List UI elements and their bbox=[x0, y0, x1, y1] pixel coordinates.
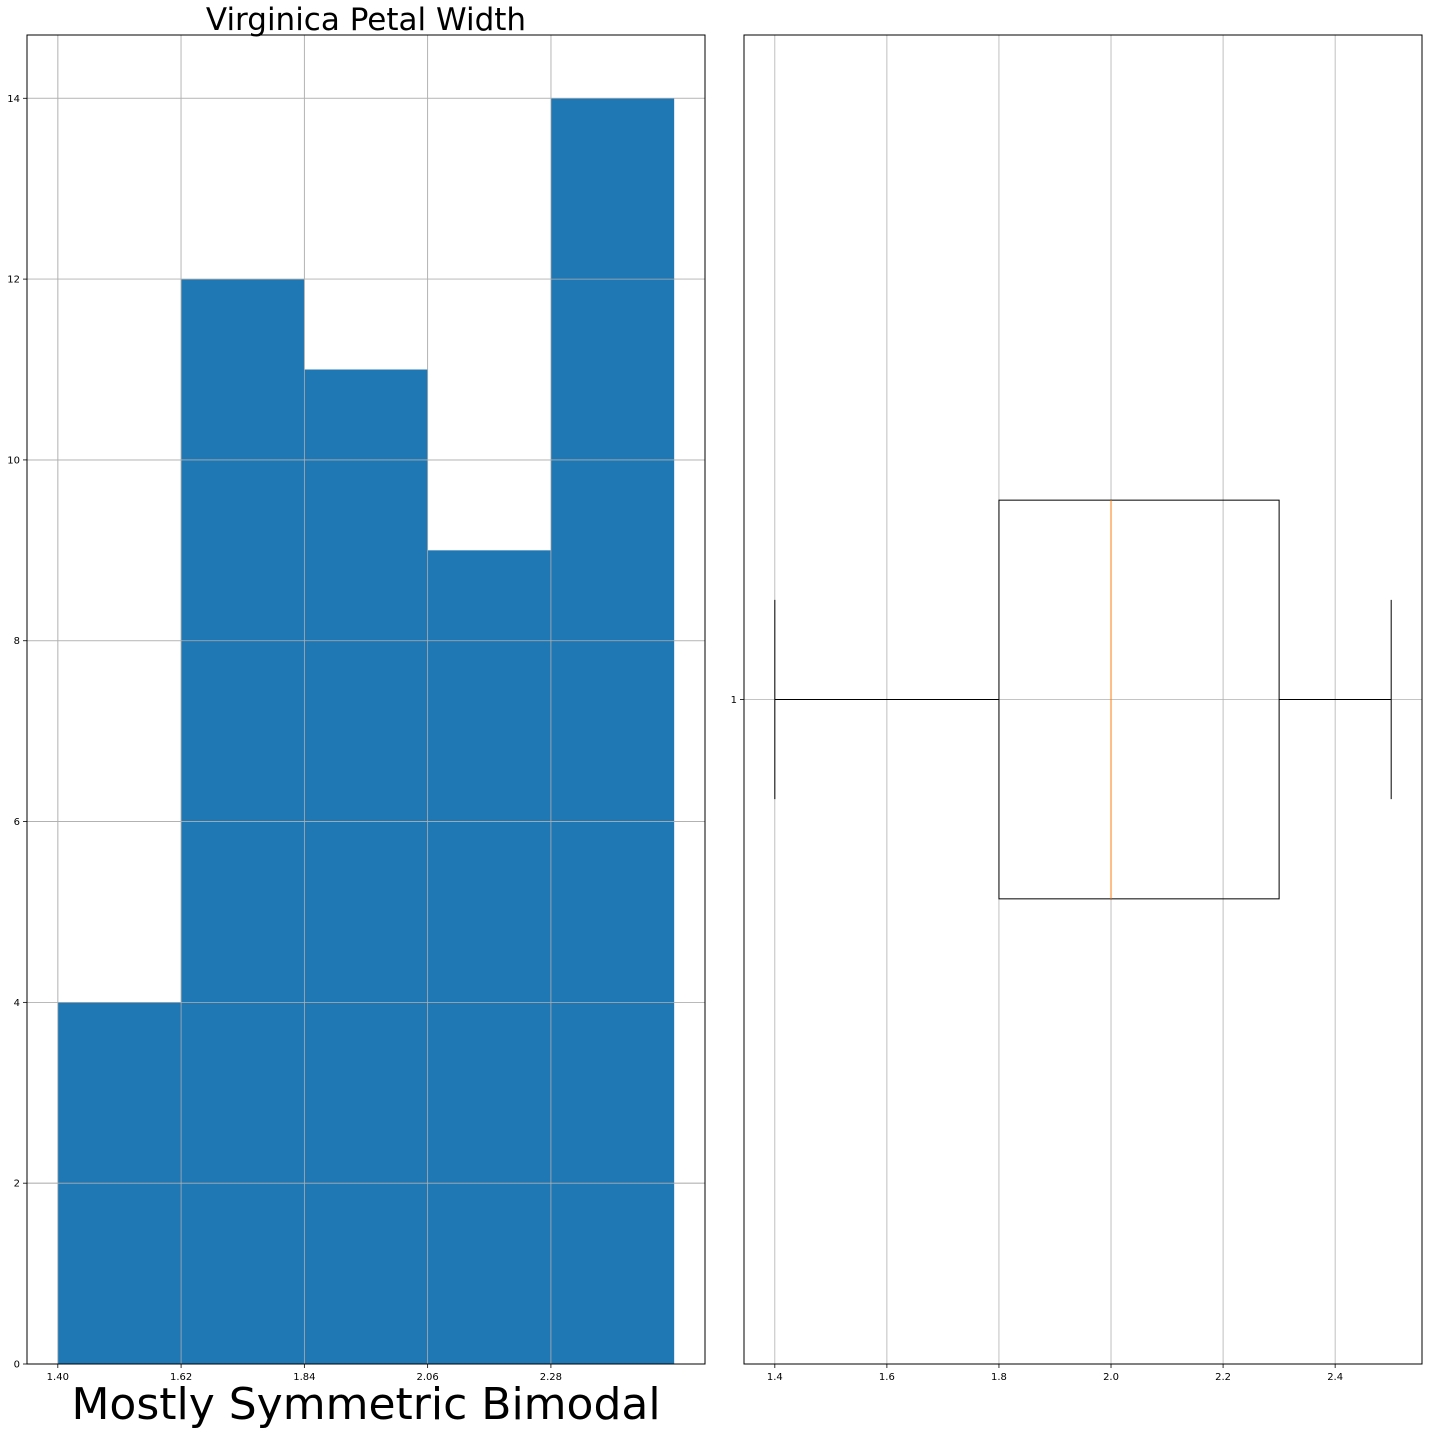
boxplot-x-tick-label: 1.6 bbox=[879, 1372, 895, 1383]
boxplot-box bbox=[774, 499, 1392, 900]
histogram-x-tick-label: 2.28 bbox=[540, 1372, 562, 1383]
histogram-bar bbox=[550, 98, 675, 1364]
histogram-x-tick-label: 1.84 bbox=[293, 1372, 315, 1383]
histogram-frame bbox=[26, 34, 706, 1365]
histogram-y-tick-label: 2 bbox=[14, 1179, 20, 1190]
histogram-y-tick-label: 12 bbox=[7, 275, 20, 286]
histogram-y-tick-label: 14 bbox=[7, 94, 20, 105]
histogram-bars bbox=[27, 35, 705, 1365]
histogram-x-tick-label: 1.40 bbox=[47, 1372, 69, 1383]
histogram-y-tick-label: 6 bbox=[14, 817, 20, 828]
boxplot-x-tick-label: 2.2 bbox=[1215, 1372, 1231, 1383]
histogram-y-tick-label: 0 bbox=[14, 1360, 20, 1371]
boxplot-x-tick-label: 1.4 bbox=[767, 1372, 783, 1383]
histogram-bar bbox=[304, 369, 428, 1364]
histogram-xlabel: Mostly Symmetric Bimodal bbox=[71, 1379, 660, 1430]
histogram-x-tick-label: 2.06 bbox=[417, 1372, 439, 1383]
histogram-ticks: 1.40 1.62 1.84 2.06 2.28 0 2 4 6 8 10 12 14 bbox=[7, 94, 562, 1383]
boxplot-ticks: 1.4 1.6 1.8 2.0 2.2 2.4 1 bbox=[731, 695, 1343, 1383]
histogram-bar bbox=[427, 550, 551, 1364]
boxplot-x-tick-label: 2.4 bbox=[1327, 1372, 1343, 1383]
histogram-title: Virginica Petal Width bbox=[206, 2, 526, 38]
histogram-y-tick-label: 4 bbox=[14, 998, 20, 1009]
histogram-chart: 1.40 1.62 1.84 2.06 2.28 0 2 4 6 8 10 12 14 Virginic… bbox=[7, 2, 706, 1430]
boxplot-chart: 1.4 1.6 1.8 2.0 2.2 2.4 1 bbox=[731, 34, 1423, 1383]
histogram-y-tick-label: 10 bbox=[7, 455, 20, 466]
boxplot-y-tick-label: 1 bbox=[731, 695, 737, 706]
boxplot-x-tick-label: 2.0 bbox=[1103, 1372, 1119, 1383]
histogram-x-tick-label: 1.62 bbox=[170, 1372, 192, 1383]
boxplot-iqr-box bbox=[998, 499, 1280, 900]
histogram-y-tick-label: 8 bbox=[14, 636, 20, 647]
boxplot-x-tick-label: 1.8 bbox=[991, 1372, 1007, 1383]
